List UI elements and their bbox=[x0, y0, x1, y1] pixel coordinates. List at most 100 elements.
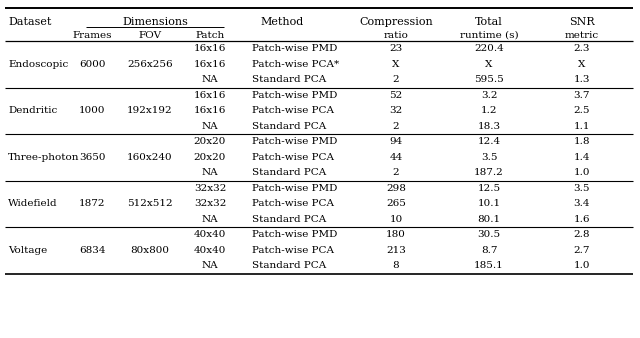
Text: 52: 52 bbox=[389, 91, 403, 100]
Text: 265: 265 bbox=[386, 199, 406, 208]
Text: 94: 94 bbox=[389, 137, 403, 146]
Text: X: X bbox=[392, 60, 400, 69]
Text: Patch-wise PMD: Patch-wise PMD bbox=[252, 137, 337, 146]
Text: 2: 2 bbox=[393, 75, 399, 84]
Text: 185.1: 185.1 bbox=[474, 261, 504, 270]
Text: 18.3: 18.3 bbox=[477, 122, 500, 131]
Text: 3650: 3650 bbox=[79, 153, 105, 162]
Text: 2.3: 2.3 bbox=[573, 44, 590, 53]
Text: Patch-wise PMD: Patch-wise PMD bbox=[252, 91, 337, 100]
Text: NA: NA bbox=[202, 215, 218, 224]
Text: 220.4: 220.4 bbox=[474, 44, 504, 53]
Text: 1.4: 1.4 bbox=[573, 153, 590, 162]
Text: 16x16: 16x16 bbox=[194, 91, 226, 100]
Text: Standard PCA: Standard PCA bbox=[252, 261, 326, 270]
Text: ratio: ratio bbox=[383, 30, 408, 40]
Text: 32: 32 bbox=[389, 106, 403, 115]
Text: 595.5: 595.5 bbox=[474, 75, 504, 84]
Text: 23: 23 bbox=[389, 44, 403, 53]
Text: 1.2: 1.2 bbox=[481, 106, 497, 115]
Text: 1.0: 1.0 bbox=[573, 261, 590, 270]
Text: 16x16: 16x16 bbox=[194, 60, 226, 69]
Text: Three-photon: Three-photon bbox=[8, 153, 79, 162]
Text: 8: 8 bbox=[393, 261, 399, 270]
Text: 2.8: 2.8 bbox=[573, 230, 590, 239]
Text: Patch-wise PMD: Patch-wise PMD bbox=[252, 44, 337, 53]
Text: X: X bbox=[579, 60, 586, 69]
Text: 1.8: 1.8 bbox=[573, 137, 590, 146]
Text: Dendritic: Dendritic bbox=[8, 106, 57, 115]
Text: Patch: Patch bbox=[195, 30, 225, 40]
Text: Standard PCA: Standard PCA bbox=[252, 122, 326, 131]
Text: 3.4: 3.4 bbox=[573, 199, 590, 208]
Text: Dimensions: Dimensions bbox=[122, 17, 188, 27]
Text: Patch-wise PMD: Patch-wise PMD bbox=[252, 184, 337, 193]
Text: runtime (s): runtime (s) bbox=[460, 30, 518, 40]
Text: NA: NA bbox=[202, 168, 218, 177]
Text: 1872: 1872 bbox=[79, 199, 105, 208]
Text: 40x40: 40x40 bbox=[194, 230, 226, 239]
Text: SNR: SNR bbox=[569, 17, 595, 27]
Text: 512x512: 512x512 bbox=[127, 199, 173, 208]
Text: 80.1: 80.1 bbox=[477, 215, 500, 224]
Text: Standard PCA: Standard PCA bbox=[252, 168, 326, 177]
Text: 16x16: 16x16 bbox=[194, 106, 226, 115]
Text: 3.2: 3.2 bbox=[481, 91, 497, 100]
Text: NA: NA bbox=[202, 261, 218, 270]
Text: Patch-wise PCA: Patch-wise PCA bbox=[252, 199, 334, 208]
Text: Patch-wise PCA: Patch-wise PCA bbox=[252, 246, 334, 255]
Text: X: X bbox=[485, 60, 493, 69]
Text: 30.5: 30.5 bbox=[477, 230, 500, 239]
Text: 180: 180 bbox=[386, 230, 406, 239]
Text: Frames: Frames bbox=[72, 30, 112, 40]
Text: 1.1: 1.1 bbox=[573, 122, 590, 131]
Text: Total: Total bbox=[475, 17, 503, 27]
Text: Compression: Compression bbox=[359, 17, 433, 27]
Text: Dataset: Dataset bbox=[8, 17, 51, 27]
Text: 40x40: 40x40 bbox=[194, 246, 226, 255]
Text: 3.7: 3.7 bbox=[573, 91, 590, 100]
Text: 2: 2 bbox=[393, 122, 399, 131]
Text: 1.0: 1.0 bbox=[573, 168, 590, 177]
Text: Widefield: Widefield bbox=[8, 199, 58, 208]
Text: 3.5: 3.5 bbox=[573, 184, 590, 193]
Text: Voltage: Voltage bbox=[8, 246, 47, 255]
Text: Endoscopic: Endoscopic bbox=[8, 60, 68, 69]
Text: 3.5: 3.5 bbox=[481, 153, 497, 162]
Text: 12.5: 12.5 bbox=[477, 184, 500, 193]
Text: 10: 10 bbox=[389, 215, 403, 224]
Text: 1.3: 1.3 bbox=[573, 75, 590, 84]
Text: Patch-wise PCA: Patch-wise PCA bbox=[252, 153, 334, 162]
Text: Patch-wise PMD: Patch-wise PMD bbox=[252, 230, 337, 239]
Text: Patch-wise PCA*: Patch-wise PCA* bbox=[252, 60, 339, 69]
Text: 160x240: 160x240 bbox=[127, 153, 173, 162]
Text: 2: 2 bbox=[393, 168, 399, 177]
Text: metric: metric bbox=[565, 30, 599, 40]
Text: 298: 298 bbox=[386, 184, 406, 193]
Text: 6000: 6000 bbox=[79, 60, 105, 69]
Text: 213: 213 bbox=[386, 246, 406, 255]
Text: 80x800: 80x800 bbox=[131, 246, 170, 255]
Text: NA: NA bbox=[202, 122, 218, 131]
Text: 12.4: 12.4 bbox=[477, 137, 500, 146]
Text: 8.7: 8.7 bbox=[481, 246, 497, 255]
Text: 256x256: 256x256 bbox=[127, 60, 173, 69]
Text: Standard PCA: Standard PCA bbox=[252, 75, 326, 84]
Text: 192x192: 192x192 bbox=[127, 106, 173, 115]
Text: Standard PCA: Standard PCA bbox=[252, 215, 326, 224]
Text: 1.6: 1.6 bbox=[573, 215, 590, 224]
Text: 16x16: 16x16 bbox=[194, 44, 226, 53]
Text: Method: Method bbox=[260, 17, 303, 27]
Text: FOV: FOV bbox=[138, 30, 161, 40]
Text: 2.5: 2.5 bbox=[573, 106, 590, 115]
Text: 6834: 6834 bbox=[79, 246, 105, 255]
Text: 44: 44 bbox=[389, 153, 403, 162]
Text: 20x20: 20x20 bbox=[194, 153, 226, 162]
Text: NA: NA bbox=[202, 75, 218, 84]
Text: 10.1: 10.1 bbox=[477, 199, 500, 208]
Text: 187.2: 187.2 bbox=[474, 168, 504, 177]
Text: Patch-wise PCA: Patch-wise PCA bbox=[252, 106, 334, 115]
Text: 2.7: 2.7 bbox=[573, 246, 590, 255]
Text: 32x32: 32x32 bbox=[194, 184, 226, 193]
Text: 1000: 1000 bbox=[79, 106, 105, 115]
